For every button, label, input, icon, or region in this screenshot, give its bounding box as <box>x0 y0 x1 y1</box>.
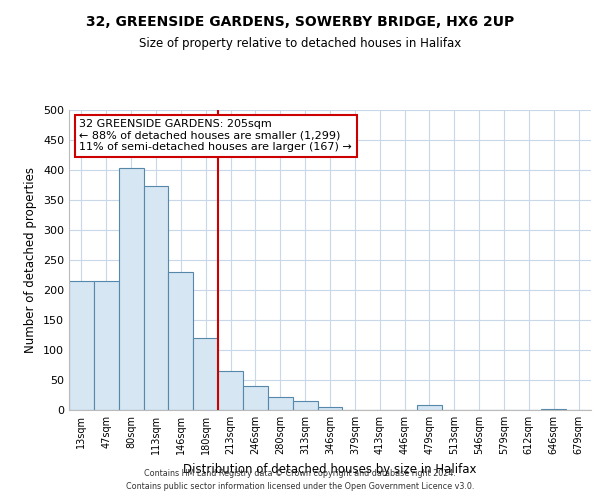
Bar <box>541 409 566 410</box>
Bar <box>293 401 317 410</box>
Bar <box>119 168 143 410</box>
Bar <box>268 397 293 410</box>
Y-axis label: Number of detached properties: Number of detached properties <box>25 167 37 353</box>
Bar <box>94 281 119 410</box>
Bar <box>69 281 94 410</box>
Text: Size of property relative to detached houses in Halifax: Size of property relative to detached ho… <box>139 38 461 51</box>
Text: Contains public sector information licensed under the Open Government Licence v3: Contains public sector information licen… <box>126 482 474 491</box>
Bar <box>417 405 442 410</box>
Text: 32, GREENSIDE GARDENS, SOWERBY BRIDGE, HX6 2UP: 32, GREENSIDE GARDENS, SOWERBY BRIDGE, H… <box>86 15 514 29</box>
Bar <box>243 386 268 410</box>
Bar <box>193 338 218 410</box>
Bar <box>169 272 193 410</box>
Bar <box>143 186 169 410</box>
Text: 32 GREENSIDE GARDENS: 205sqm
← 88% of detached houses are smaller (1,299)
11% of: 32 GREENSIDE GARDENS: 205sqm ← 88% of de… <box>79 119 352 152</box>
Text: Contains HM Land Registry data © Crown copyright and database right 2024.: Contains HM Land Registry data © Crown c… <box>144 468 456 477</box>
X-axis label: Distribution of detached houses by size in Halifax: Distribution of detached houses by size … <box>183 462 477 475</box>
Bar <box>317 407 343 410</box>
Bar <box>218 371 243 410</box>
